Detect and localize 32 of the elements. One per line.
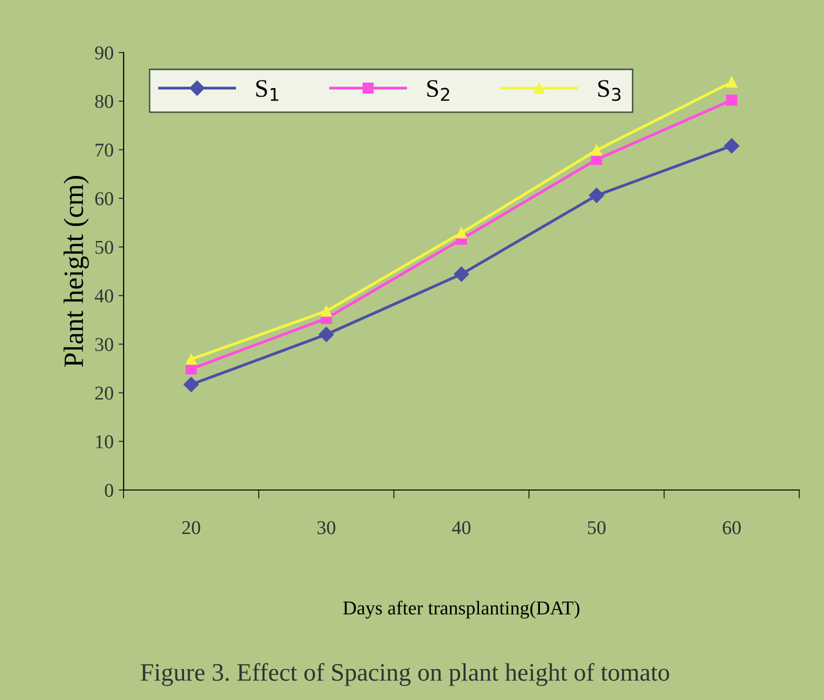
- x-tick-label: 40: [452, 521, 470, 534]
- legend-label: S$_{1}$: [256, 80, 278, 101]
- point: [726, 94, 738, 106]
- x-axis-title: Days after transplanting(DAT): [343, 600, 580, 619]
- point: [186, 354, 197, 365]
- y-tick-label: 80: [95, 94, 114, 108]
- y-tick-label: 90: [95, 46, 114, 60]
- point: [454, 266, 470, 282]
- y-tick-label: 70: [96, 144, 114, 157]
- point: [318, 326, 334, 342]
- y-tick-label: 0: [104, 484, 114, 497]
- caption: Figure 3. Effect of Spacing on plant height of tomato: [140, 663, 670, 686]
- x-tick-label: 30: [318, 521, 336, 534]
- y-tick-label: 10: [96, 435, 114, 448]
- x-tick-label: 60: [722, 521, 741, 534]
- point: [591, 144, 602, 156]
- legend-label: S$_{3}$: [598, 80, 620, 102]
- y-axis-title: Plant height (cm): [64, 176, 89, 367]
- x-tick-label: 50: [588, 521, 606, 534]
- x-tick-label: 20: [182, 521, 200, 534]
- point: [184, 376, 199, 392]
- y-tick-label: 60: [95, 192, 114, 206]
- point: [589, 188, 604, 203]
- y-tick-label: 50: [96, 240, 114, 254]
- point: [320, 306, 332, 317]
- legend-label: S$_{2}$: [427, 80, 450, 101]
- y-tick-label: 20: [95, 386, 114, 400]
- point: [456, 227, 467, 238]
- y-tick-label: 40: [94, 289, 114, 302]
- point: [726, 76, 738, 88]
- y-tick-label: 30: [95, 338, 114, 352]
- point: [724, 138, 740, 154]
